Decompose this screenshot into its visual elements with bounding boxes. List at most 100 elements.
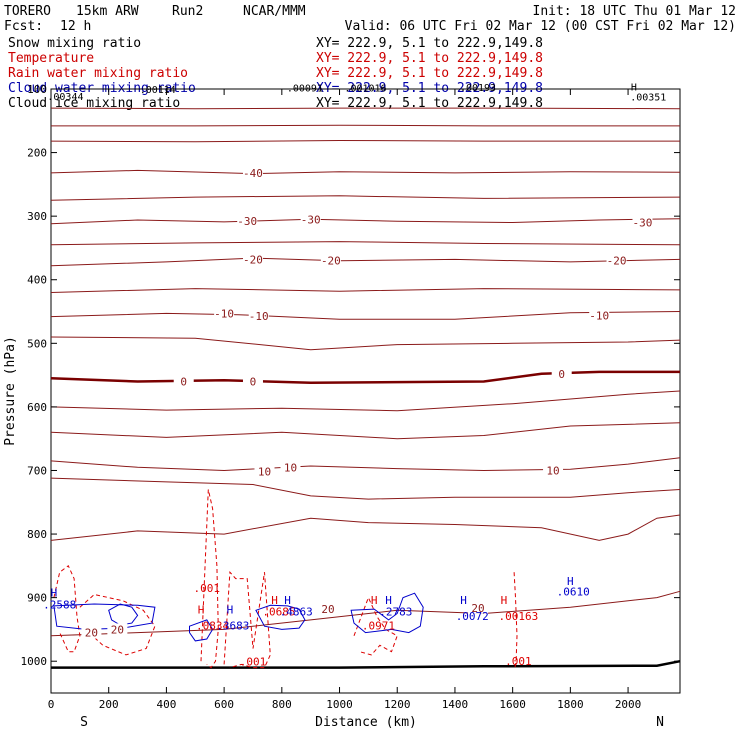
isotherm-label: 10 xyxy=(284,461,297,474)
rain-contours xyxy=(53,489,518,669)
extremum-label: .0834 xyxy=(196,619,229,632)
isotherm-line xyxy=(50,169,681,175)
forecast-hour: 12 h xyxy=(60,19,91,34)
extremum-label: .00163 xyxy=(499,610,539,623)
top-extremum-label: .00351 xyxy=(630,92,666,103)
isotherm-label: 0 xyxy=(558,368,565,381)
extremum-label: .4863 xyxy=(280,605,313,618)
plot-frame xyxy=(50,88,681,694)
isotherm-line xyxy=(50,107,681,110)
isotherm-label-bg xyxy=(107,623,128,636)
y-tick-label: 1000 xyxy=(21,655,48,668)
top-labels: .00114 .00091 .001016 .00193 H.00351 .00344 xyxy=(47,82,666,103)
x-tick-label: 1400 xyxy=(442,698,469,711)
extremum-label: H xyxy=(371,594,378,607)
isotherm-line xyxy=(50,218,681,225)
legend-xy: XY= 222.9, 5.1 to 222.9,149.8 xyxy=(316,36,543,51)
isotherm-label: 0 xyxy=(180,375,187,388)
y-tick-label: 600 xyxy=(27,401,47,414)
y-tick-label: 300 xyxy=(27,210,47,223)
x-tick-label: 0 xyxy=(48,698,55,711)
x-tick-label: 1200 xyxy=(384,698,411,711)
isotherm-label-bg xyxy=(632,216,653,229)
extremum-label: H xyxy=(460,594,467,607)
extremum-label: .3683 xyxy=(216,619,249,632)
y-tick-label: 500 xyxy=(27,337,47,350)
y-tick-label: 100 xyxy=(27,83,47,96)
isotherm-label-bg xyxy=(242,375,263,388)
legend-xy: XY= 222.9, 5.1 to 222.9,149.8 xyxy=(316,66,543,81)
isotherm-line xyxy=(50,139,680,143)
x-tick-label: 1800 xyxy=(557,698,584,711)
isotherm-label-bg xyxy=(589,309,610,322)
isotherm-label: -10 xyxy=(249,310,269,323)
isotherm-label-bg xyxy=(237,215,258,228)
isotherm-line xyxy=(50,590,681,637)
extremum-label: H xyxy=(284,594,291,607)
extremum-label: .001 xyxy=(505,655,532,668)
x-tick-label: 2000 xyxy=(615,698,642,711)
rain-contour xyxy=(200,489,219,669)
isotherm-label: 10 xyxy=(546,464,559,477)
extremum-label: H xyxy=(271,594,278,607)
isotherm-label: -30 xyxy=(237,215,257,228)
cloud-contour xyxy=(255,604,306,630)
isotherm-label-bg xyxy=(551,367,572,380)
rain-contour xyxy=(223,570,271,669)
rain-contour xyxy=(353,596,398,656)
isotherm-label-bg xyxy=(248,309,269,322)
extremum-label: H xyxy=(501,594,508,607)
isotherm-label-bg xyxy=(242,166,263,179)
extremum-label: H xyxy=(385,594,392,607)
isotherm-label: -40 xyxy=(243,167,263,180)
legend-xy: XY= 222.9, 5.1 to 222.9,149.8 xyxy=(316,96,543,111)
legend: Snow mixing ratio XY= 222.9, 5.1 to 222.… xyxy=(8,36,543,111)
extremum-label: H xyxy=(567,575,574,588)
cloud-contours xyxy=(53,592,424,642)
forecast-label: Fcst: xyxy=(4,19,43,34)
isotherm-label: 20 xyxy=(85,627,98,640)
isotherm-label-bg xyxy=(606,254,627,267)
isotherm-line xyxy=(50,311,681,320)
rain-contour xyxy=(53,565,81,653)
y-tick-label: 800 xyxy=(27,528,47,541)
extremum-label: H xyxy=(51,586,58,599)
x-tick-label: 400 xyxy=(156,698,176,711)
cloud-contour xyxy=(108,603,139,626)
isotherm-line xyxy=(51,124,680,127)
isotherm-line xyxy=(50,195,681,201)
x-axis: 0 200 400 600 800 1000 1200 1400 1600 1800 2000 xyxy=(48,89,642,711)
isotherm-label: -30 xyxy=(633,217,653,230)
temperature-isotherms xyxy=(50,107,681,669)
isotherm-label-bg xyxy=(543,464,564,477)
extremum-label: .0610 xyxy=(557,586,590,599)
extremum-label: .001 xyxy=(194,582,221,595)
cloud-contour xyxy=(189,619,214,642)
isotherm-label-bg xyxy=(254,465,275,478)
isotherm-line xyxy=(50,390,681,412)
isotherm-line xyxy=(50,336,681,351)
legend-name: Snow mixing ratio xyxy=(8,36,141,51)
y-tick-label: 900 xyxy=(27,592,47,605)
legend-xy: XY= 222.9, 5.1 to 222.9,149.8 xyxy=(316,51,543,66)
isotherm-label-bg xyxy=(242,253,263,266)
header: TORERO 15km ARW Run2 NCAR/MMM Init: 18 U… xyxy=(4,4,736,34)
isotherm-label: 0 xyxy=(250,375,257,388)
isotherm-label: -20 xyxy=(321,255,341,268)
extremum-label: .001 xyxy=(240,656,267,669)
isotherm-line xyxy=(50,422,681,440)
top-extremum-label: H xyxy=(631,82,637,93)
y-axis-title: Pressure (hPa) xyxy=(3,336,18,446)
rain-contour xyxy=(513,572,518,668)
valid-time: Valid: 06 UTC Fri 02 Mar 12 (00 CST Fri … xyxy=(345,19,736,34)
x-tick-label: 800 xyxy=(272,698,292,711)
isotherm-line xyxy=(50,257,681,267)
y-tick-label: 200 xyxy=(27,147,47,160)
isotherm-label: 20 xyxy=(321,603,334,616)
y-tick-label: 400 xyxy=(27,274,47,287)
top-extremum-label: .00114 xyxy=(140,85,176,96)
extremum-label: .0971 xyxy=(362,619,395,632)
y-tick-label: 700 xyxy=(27,464,47,477)
